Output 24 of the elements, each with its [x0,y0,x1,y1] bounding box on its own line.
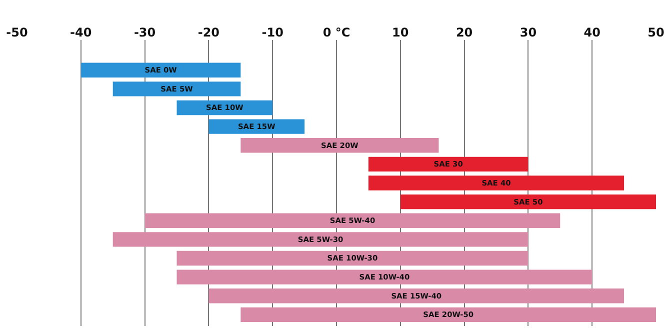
bar [112,82,241,96]
bar [176,250,528,266]
x-tick-label: 10 [392,26,409,40]
x-tick-label: 40 [584,26,600,40]
x-tick-label: 30 [520,26,537,40]
bar [208,119,305,134]
bar [368,156,528,172]
bar [240,307,656,322]
bar [176,270,592,284]
x-tick-label: 50 [648,26,664,40]
bar [400,194,656,210]
bar [112,232,528,247]
bar [208,288,624,304]
x-tick-label: 0 °C [322,26,350,40]
bar [368,176,624,190]
bar [240,138,439,153]
x-tick-label: -50 [6,26,28,40]
bar [80,62,241,78]
bar [144,213,560,228]
x-tick-label: -40 [70,26,92,40]
x-tick-label: -20 [198,26,220,40]
x-tick-label: 20 [456,26,473,40]
x-tick-label: -10 [262,26,284,40]
x-tick-label: -30 [134,26,156,40]
